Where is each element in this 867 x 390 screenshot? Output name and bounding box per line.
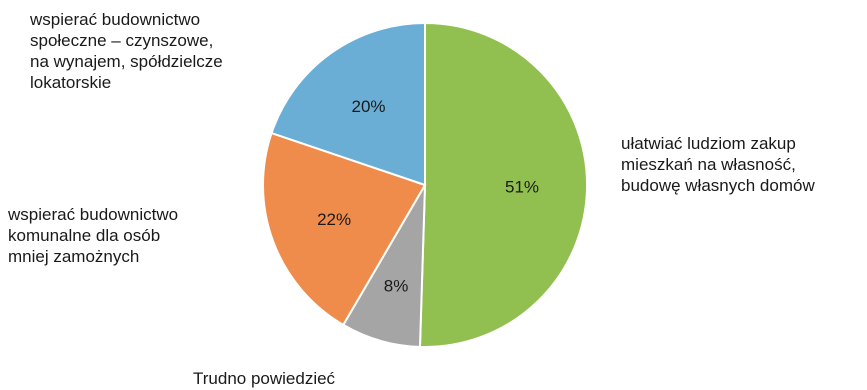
slice-label-own-housing: ułatwiać ludziom zakup mieszkań na własn… [621,134,815,195]
slice-hard-to-say-value: 8% [384,277,409,296]
slice-social-housing [270,21,426,187]
slice-label-hard-to-say: Trudno powiedzieć [193,369,336,388]
slice-own-housing-value: 51% [505,178,539,197]
slice-communal-housing [261,131,427,327]
slice-label-social-housing: wspierać budownictwo społeczne – czynszo… [30,10,223,92]
slice-social-housing-value: 20% [351,97,385,116]
pie-value-labels: 51% 8% 22% 20% [317,97,539,296]
slice-label-communal-housing: wspierać budownictwo komunalne dla osób … [8,205,179,266]
slice-own-housing [418,21,589,348]
pie-slices [261,21,589,348]
slice-communal-housing-value: 22% [317,210,351,229]
